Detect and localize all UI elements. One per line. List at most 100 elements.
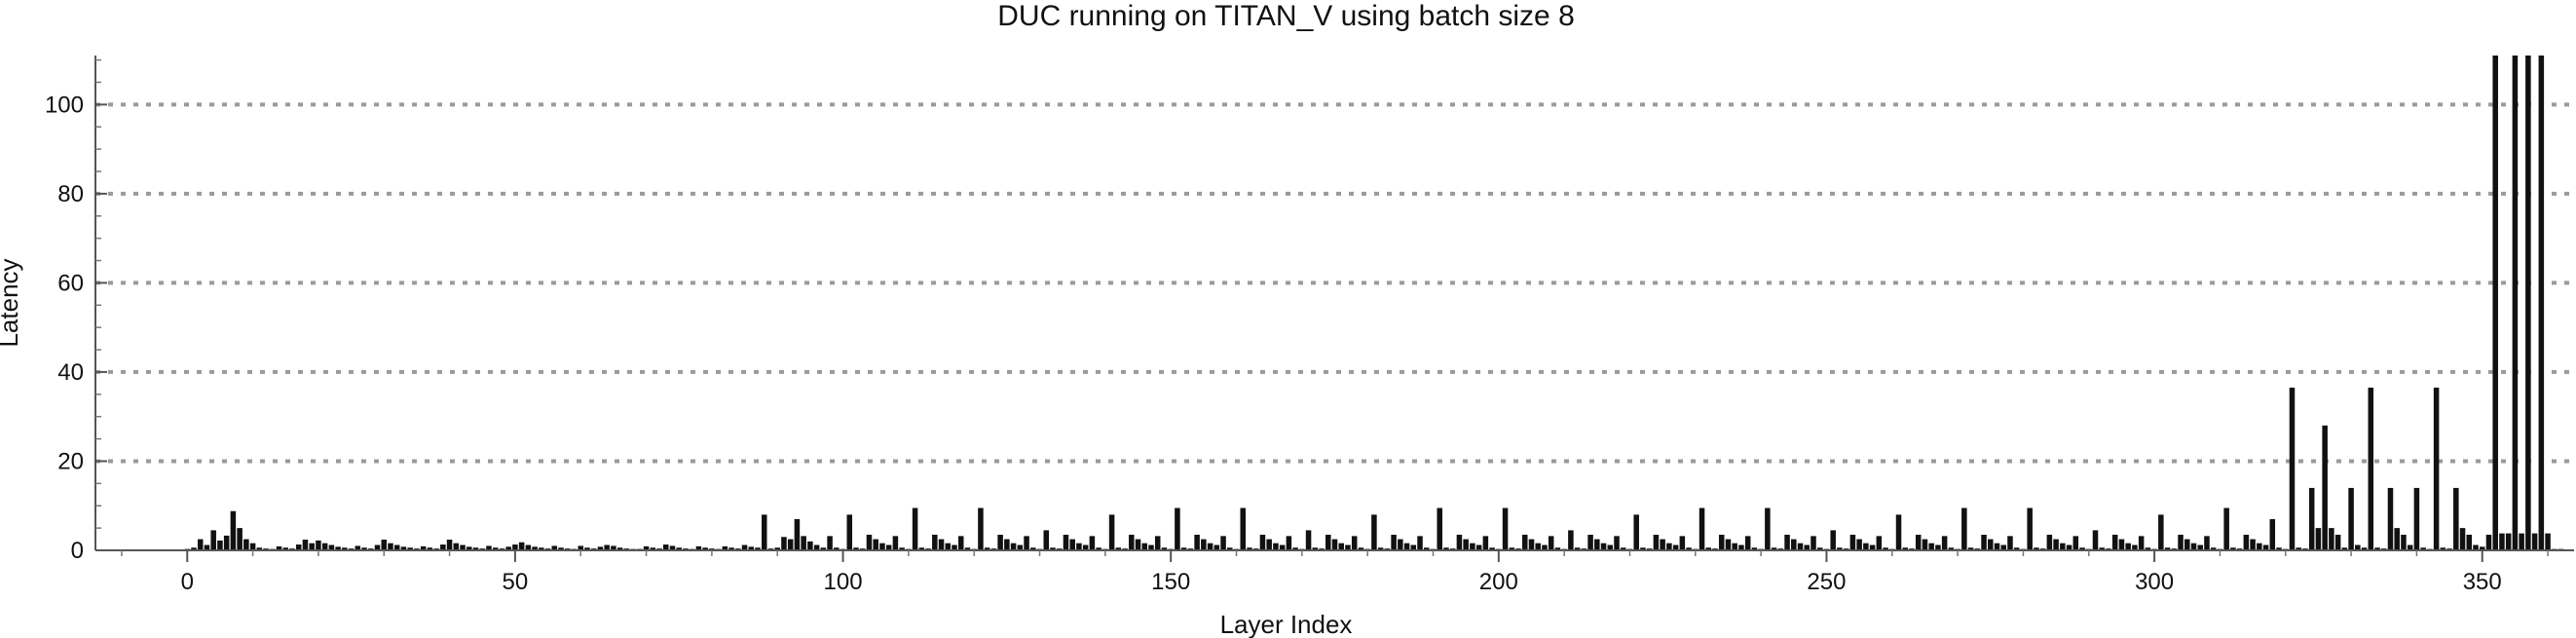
bar	[1129, 534, 1135, 550]
bar	[467, 546, 472, 550]
bar	[2158, 514, 2164, 550]
y-tick-label: 80	[57, 181, 84, 207]
bar	[2053, 539, 2059, 550]
bar	[892, 536, 899, 550]
bar	[440, 544, 446, 550]
bar	[1521, 534, 1528, 550]
bar	[1633, 514, 1639, 550]
bar	[1004, 539, 1010, 550]
bar	[1574, 547, 1581, 550]
bar	[1849, 534, 1856, 550]
bar	[2355, 544, 2361, 550]
bar	[1607, 544, 1614, 550]
bar	[204, 544, 210, 550]
bar	[1600, 543, 1607, 550]
bar	[2099, 547, 2105, 550]
bar	[695, 545, 702, 550]
bar	[2420, 547, 2426, 550]
bar	[1043, 530, 1050, 550]
bar	[1784, 534, 1790, 550]
bar	[2394, 528, 2400, 550]
bar	[525, 544, 532, 550]
bar	[400, 546, 407, 550]
bar	[1338, 543, 1344, 550]
bar	[1876, 536, 1883, 550]
bar	[1535, 543, 1541, 550]
bar	[453, 543, 460, 550]
bar	[2466, 534, 2473, 550]
bar	[578, 545, 583, 550]
bar	[2348, 487, 2354, 550]
bar	[1030, 547, 1036, 550]
bar	[1620, 547, 1626, 550]
bar	[2060, 543, 2066, 550]
y-tick-label: 100	[45, 92, 84, 118]
bar	[1797, 543, 1804, 550]
bar	[1279, 544, 1286, 550]
bar	[2433, 387, 2440, 550]
bar	[801, 536, 806, 550]
bar	[1069, 539, 1075, 550]
bar	[650, 547, 656, 550]
bar	[2519, 533, 2524, 550]
bar	[964, 547, 971, 550]
bar	[2329, 528, 2334, 550]
bar	[1141, 543, 1148, 550]
bar	[1640, 547, 1646, 550]
bar	[912, 507, 918, 550]
bar	[2145, 547, 2151, 550]
bar	[1941, 536, 1948, 550]
bar	[1456, 534, 1463, 550]
bar	[2007, 536, 2013, 550]
bar	[2401, 534, 2407, 550]
bar	[191, 547, 197, 550]
bar	[1180, 547, 1187, 550]
bar	[1194, 534, 1200, 550]
bar	[1830, 530, 1836, 550]
bar	[1207, 543, 1213, 550]
bar	[2485, 534, 2492, 550]
bar	[539, 547, 544, 550]
bar	[1869, 544, 1876, 550]
bar	[1542, 544, 1548, 550]
bar	[1883, 547, 1888, 550]
axes: 0 20 40 60 80 100 0 50 100 150 200 250 300 350	[45, 56, 2574, 595]
bar	[1089, 536, 1096, 550]
bar	[2334, 534, 2341, 550]
bar	[1587, 534, 1593, 550]
bar	[492, 547, 499, 550]
bar	[381, 540, 388, 550]
bar	[2387, 487, 2394, 550]
bar	[938, 539, 945, 550]
bar	[1732, 543, 1737, 550]
bar	[446, 540, 453, 550]
bar	[1213, 544, 1220, 550]
bar	[505, 546, 511, 550]
bar	[1837, 547, 1843, 550]
bar	[873, 539, 878, 550]
bar	[1961, 507, 1967, 550]
bar	[1351, 536, 1358, 550]
bar	[1247, 547, 1252, 550]
bar	[217, 540, 223, 550]
bar	[1470, 543, 1475, 550]
bar	[2538, 56, 2545, 550]
bar	[223, 535, 230, 550]
bar	[2505, 533, 2512, 550]
x-tick-label: 0	[181, 569, 194, 595]
bar	[899, 547, 905, 550]
bar	[532, 546, 538, 550]
bar	[1804, 544, 1811, 550]
bar	[2322, 425, 2328, 550]
bar	[1443, 547, 1449, 550]
bar	[512, 544, 518, 550]
bar	[1201, 539, 1207, 550]
bar	[2315, 528, 2322, 550]
bar	[2479, 546, 2485, 550]
bar	[551, 545, 558, 550]
bar	[2407, 544, 2413, 550]
bar	[879, 543, 885, 550]
bar	[1771, 547, 1777, 550]
bar	[1902, 547, 1909, 550]
